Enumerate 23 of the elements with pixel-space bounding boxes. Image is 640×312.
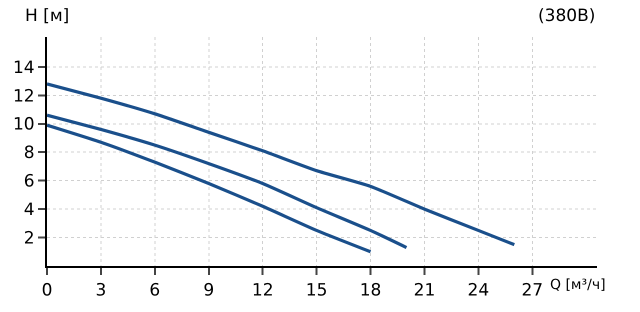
y-axis-title: H [м] [25,6,70,26]
y-tick-label: 10 [12,114,35,135]
line-series [47,114,408,250]
line-series [47,124,372,254]
y-tick-label: 12 [12,86,35,106]
x-tick-label: 9 [203,280,214,300]
x-tick-label: 21 [414,280,436,300]
x-tick-label: 0 [42,280,52,300]
x-tick-label: 12 [252,280,274,300]
x-axis-title: Q [м³/ч] [550,277,606,293]
x-tick-label: 3 [96,280,106,300]
x-tick-label: 6 [149,280,160,300]
y-tick-label: 4 [24,200,35,220]
chart-title: (380В) [538,6,596,26]
y-tick-label: 14 [12,58,35,78]
x-tick-label: 27 [521,280,544,300]
x-tick-label: 18 [360,280,382,300]
y-tick-label: 2 [24,228,35,248]
y-tick-label: 8 [24,143,35,164]
x-tick-label: 15 [306,280,328,300]
x-tick-label: 24 [468,280,490,300]
line-series [47,82,516,246]
y-tick-label: 6 [24,172,35,192]
